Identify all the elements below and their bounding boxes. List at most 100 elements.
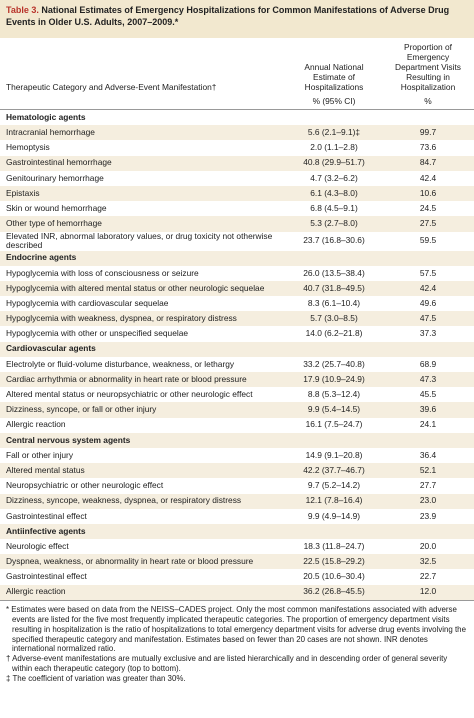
estimate: 6.1 (4.3–8.0) xyxy=(286,185,382,202)
estimate: 6.8 (4.5–9.1) xyxy=(310,202,358,213)
table-row: Allergic reaction 16.1 (7.5–24.7) 24.1 xyxy=(0,418,474,433)
column-subheader: % xyxy=(382,94,474,110)
table-row: Gastrointestinal effect 20.5 (10.6–30.4) 2… xyxy=(0,569,474,584)
manifestation: Hypoglycemia with other or unspecified s… xyxy=(6,328,189,339)
estimate: 5.3 (2.7–8.0) xyxy=(286,216,382,232)
manifestation: Altered mental status xyxy=(0,463,286,479)
title-text: National Estimates of Emergency Hospital… xyxy=(6,5,450,27)
proportion: 39.6 xyxy=(382,402,474,418)
proportion: 49.6 xyxy=(419,297,437,308)
table-row: Fall or other injury 14.9 (9.1–20.8) 36.4 xyxy=(0,448,474,463)
estimate: 9.7 (5.2–14.2) xyxy=(307,480,361,491)
section-row: Central nervous system agents xyxy=(0,432,474,448)
manifestation: Fall or other injury xyxy=(6,449,74,460)
table-label: Table 3. xyxy=(6,5,39,15)
table-row: Genitourinary hemorrhage 4.7 (3.2–6.2) 42.… xyxy=(0,171,474,186)
estimate: 16.1 (7.5–24.7) xyxy=(305,419,363,430)
proportion: 24.5 xyxy=(419,202,437,213)
manifestation: Dyspnea, weakness, or abnormality in hea… xyxy=(0,554,286,570)
manifestation: Hemoptysis xyxy=(6,142,50,153)
section-row: Hematologic agents xyxy=(0,110,474,126)
proportion: 84.7 xyxy=(382,155,474,171)
manifestation: Gastrointestinal effect xyxy=(6,571,87,582)
table-row: Elevated INR, abnormal laboratory values… xyxy=(0,230,474,251)
proportion: 36.4 xyxy=(419,449,437,460)
data-table: Therapeutic Category and Adverse-Event M… xyxy=(0,38,474,601)
section-row: Cardiovascular agents xyxy=(0,341,474,357)
estimate: 12.1 (7.8–16.4) xyxy=(286,493,382,509)
section-heading: Central nervous system agents xyxy=(0,432,474,448)
manifestation: Hypoglycemia with weakness, dyspnea, or … xyxy=(0,311,286,327)
manifestation: Gastrointestinal effect xyxy=(6,510,87,521)
table-row: Altered mental status or neuropsychiatri… xyxy=(0,387,474,402)
section-heading: Endocrine agents xyxy=(0,250,474,266)
estimate: 9.9 (5.4–14.5) xyxy=(286,402,382,418)
manifestation: Dizziness, syncope, or fall or other inj… xyxy=(0,402,286,418)
proportion: 27.5 xyxy=(382,216,474,232)
table-row: Neuropsychiatric or other neurologic eff… xyxy=(0,478,474,493)
table-row: Other type of hemorrhage 5.3 (2.7–8.0) 27.… xyxy=(0,216,474,232)
estimate: 23.7 (16.8–30.6) xyxy=(303,235,365,246)
table-row: Electrolyte or fluid-volume disturbance,… xyxy=(0,357,474,372)
column-header: Proportion of Emergency Department Visit… xyxy=(395,42,461,92)
table-row: Hypoglycemia with other or unspecified s… xyxy=(0,326,474,341)
estimate: 14.9 (9.1–20.8) xyxy=(305,449,363,460)
footnotes: * Estimates were based on data from the … xyxy=(0,601,474,684)
table-row: Gastrointestinal hemorrhage 40.8 (29.9–51… xyxy=(0,155,474,171)
manifestation: Allergic reaction xyxy=(0,584,286,601)
manifestation: Genitourinary hemorrhage xyxy=(6,172,104,183)
column-header: Annual National Estimate of Hospitalizat… xyxy=(304,62,364,92)
table-body: Hematologic agents Intracranial hemorrhag… xyxy=(0,110,474,601)
column-subheader: % (95% CI) xyxy=(286,94,382,110)
estimate: 20.5 (10.6–30.4) xyxy=(303,571,365,582)
estimate: 42.2 (37.7–46.7) xyxy=(286,463,382,479)
footnote: ‡ The coefficient of variation was great… xyxy=(6,674,186,684)
estimate: 17.9 (10.9–24.9) xyxy=(286,372,382,388)
proportion: 32.5 xyxy=(382,554,474,570)
manifestation: Elevated INR, abnormal laboratory values… xyxy=(6,230,273,250)
manifestation: Hypoglycemia with cardiovascular sequela… xyxy=(6,297,169,308)
section-row: Endocrine agents xyxy=(0,250,474,266)
table-row: Skin or wound hemorrhage 6.8 (4.5–9.1) 24.… xyxy=(0,201,474,216)
estimate: 33.2 (25.7–40.8) xyxy=(303,358,365,369)
estimate: 40.7 (31.8–49.5) xyxy=(286,280,382,297)
manifestation: Hypoglycemia with loss of consciousness … xyxy=(6,267,199,278)
proportion: 47.5 xyxy=(382,311,474,327)
estimate: 5.6 (2.1–9.1)‡ xyxy=(286,125,382,141)
manifestation: Epistaxis xyxy=(0,185,286,202)
proportion: 27.7 xyxy=(419,480,437,491)
manifestation: Electrolyte or fluid-volume disturbance,… xyxy=(6,358,235,369)
estimate: 8.8 (5.3–12.4) xyxy=(307,389,361,400)
section-heading: Cardiovascular agents xyxy=(0,341,474,357)
footnote: * Estimates were based on data from the … xyxy=(6,604,466,654)
manifestation: Neuropsychiatric or other neurologic eff… xyxy=(6,480,164,491)
manifestation: Altered mental status or neuropsychiatri… xyxy=(6,389,253,400)
estimate: 40.8 (29.9–51.7) xyxy=(286,155,382,171)
table-row: Neurologic effect 18.3 (11.8–24.7) 20.0 xyxy=(0,539,474,554)
proportion: 37.3 xyxy=(419,328,437,339)
proportion: 45.5 xyxy=(419,389,437,400)
table-row: Epistaxis 6.1 (4.3–8.0) 10.6 xyxy=(0,185,474,202)
estimate: 36.2 (26.8–45.5) xyxy=(286,584,382,601)
estimate: 2.0 (1.1–2.8) xyxy=(310,142,358,153)
estimate: 5.7 (3.0–8.5) xyxy=(286,311,382,327)
manifestation: Other type of hemorrhage xyxy=(0,216,286,232)
estimate: 8.3 (6.1–10.4) xyxy=(307,297,361,308)
proportion: 24.1 xyxy=(419,419,437,430)
proportion: 23.9 xyxy=(419,510,437,521)
table-row: Cardiac arrhythmia or abnormality in hea… xyxy=(0,372,474,388)
manifestation: Skin or wound hemorrhage xyxy=(6,202,107,213)
proportion: 12.0 xyxy=(382,584,474,601)
section-row: Antiinfective agents xyxy=(0,523,474,540)
manifestation: Allergic reaction xyxy=(6,419,66,430)
estimate: 18.3 (11.8–24.7) xyxy=(303,540,365,551)
section-heading: Hematologic agents xyxy=(6,111,86,122)
table-row: Hypoglycemia with cardiovascular sequela… xyxy=(0,296,474,311)
estimate: 26.0 (13.5–38.4) xyxy=(303,267,365,278)
manifestation: Intracranial hemorrhage xyxy=(0,125,286,141)
table-row: Dyspnea, weakness, or abnormality in hea… xyxy=(0,554,474,570)
manifestation: Gastrointestinal hemorrhage xyxy=(0,155,286,171)
proportion: 99.7 xyxy=(382,125,474,141)
proportion: 42.4 xyxy=(419,172,437,183)
estimate: 9.9 (4.9–14.9) xyxy=(307,510,361,521)
